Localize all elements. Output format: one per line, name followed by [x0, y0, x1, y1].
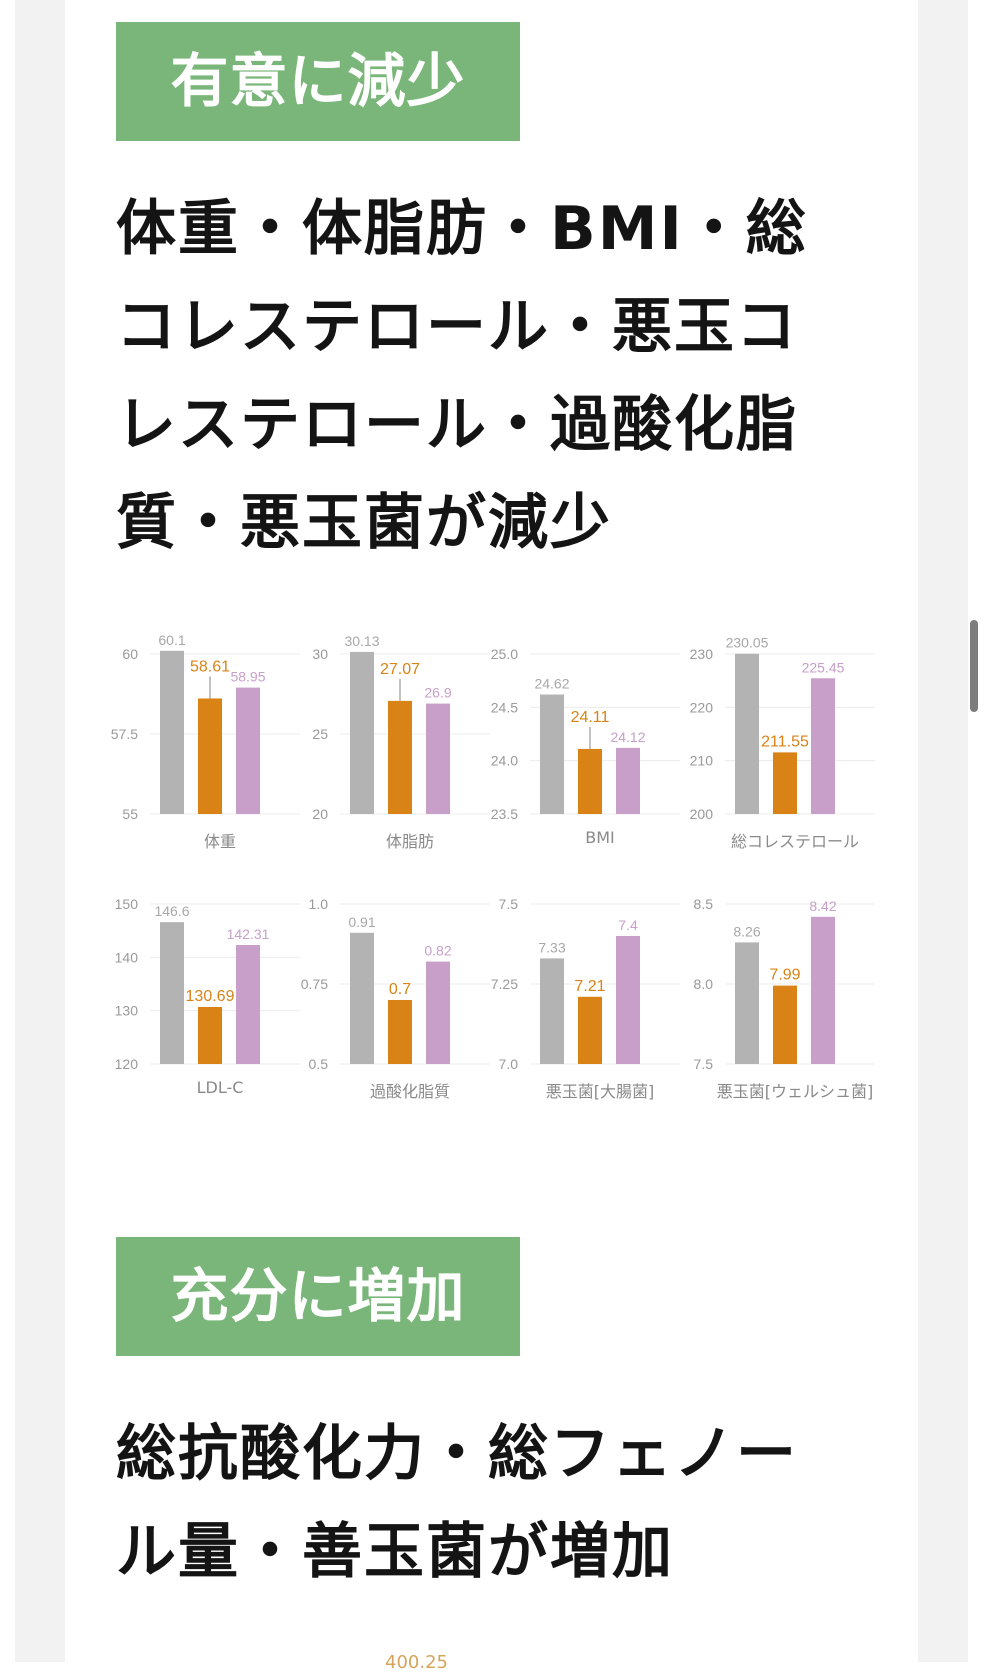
- svg-text:23.5: 23.5: [491, 806, 518, 822]
- svg-text:24.12: 24.12: [610, 729, 645, 745]
- section-badge-decrease: 有意に減少: [116, 22, 520, 141]
- bar-chart: 7.5 8.0 8.5 8.26 7.99 8.42 悪玉菌[ウェルシュ菌]: [685, 882, 875, 1102]
- svg-text:8.5: 8.5: [694, 896, 714, 912]
- svg-text:58.95: 58.95: [230, 669, 265, 685]
- svg-text:30.13: 30.13: [344, 633, 379, 649]
- svg-text:8.0: 8.0: [694, 976, 714, 992]
- svg-text:24.11: 24.11: [571, 709, 610, 726]
- svg-text:200: 200: [690, 806, 714, 822]
- heading-line: コレステロール・悪玉コ: [116, 292, 798, 362]
- heading-line: レステロール・過酸化脂: [116, 390, 798, 460]
- chart-x-label: BMI: [585, 828, 615, 847]
- svg-text:220: 220: [690, 699, 714, 715]
- svg-text:24.0: 24.0: [491, 753, 518, 769]
- chart-x-label: 体重: [203, 832, 236, 851]
- svg-text:7.0: 7.0: [499, 1056, 519, 1072]
- svg-text:7.99: 7.99: [769, 967, 800, 984]
- section-heading-decrease: 体重・体脂肪・BMI・総 コレステロール・悪玉コ レステロール・過酸化脂 質・悪…: [116, 180, 856, 572]
- svg-text:60: 60: [122, 646, 138, 662]
- chart-x-label: 総コレステロール: [730, 832, 859, 851]
- bar-chart: 200 210 220 230 230.05 211.55 225.45 総コレステロール: [685, 632, 875, 852]
- bar-chart: 20 25 30 30.13 27.07 26.9 体脂肪: [300, 632, 490, 852]
- svg-text:24.5: 24.5: [491, 699, 518, 715]
- svg-text:60.1: 60.1: [158, 632, 185, 648]
- svg-text:130: 130: [115, 1003, 139, 1019]
- svg-text:7.5: 7.5: [694, 1056, 714, 1072]
- svg-text:130.69: 130.69: [186, 988, 235, 1005]
- svg-text:0.91: 0.91: [348, 914, 375, 930]
- svg-text:58.61: 58.61: [190, 658, 230, 675]
- bar-chart: 55 57.5 60 60.1 58.61 58.95 体重: [110, 632, 300, 852]
- bar-chart: 120 130 140 150 146.6 130.69 142.31 LDL-C: [110, 882, 300, 1102]
- svg-text:57.5: 57.5: [111, 726, 138, 742]
- heading-line: 体重・体脂肪・BMI・総: [116, 194, 808, 264]
- bar-chart: 0.5 0.75 1.0 0.91 0.7 0.82 過酸化脂質: [300, 882, 490, 1102]
- svg-text:0.7: 0.7: [389, 981, 411, 998]
- chart-x-label: 悪玉菌[大腸菌]: [545, 1082, 655, 1101]
- chart-x-label: 体脂肪: [385, 832, 434, 851]
- chart-x-label: LDL-C: [196, 1078, 244, 1097]
- svg-text:7.5: 7.5: [499, 896, 519, 912]
- svg-text:120: 120: [115, 1056, 139, 1072]
- bar-chart: 23.5 24.0 24.5 25.0 24.62 24.11 24.12 BMI: [490, 632, 680, 852]
- svg-text:210: 210: [690, 753, 714, 769]
- clipped-chart-value: 400.25: [385, 1652, 448, 1673]
- svg-text:225.45: 225.45: [802, 659, 845, 675]
- bar-chart: 7.0 7.25 7.5 7.33 7.21 7.4 悪玉菌[大腸菌]: [490, 882, 680, 1102]
- heading-line: ル量・善玉菌が増加: [116, 1517, 674, 1587]
- svg-text:20: 20: [312, 806, 328, 822]
- section-badge-increase: 充分に増加: [116, 1237, 520, 1356]
- charts-grid: 55 57.5 60 60.1 58.61 58.95 体重 20 25 30 30.13 27.07…: [110, 632, 880, 1112]
- svg-text:27.07: 27.07: [380, 661, 420, 678]
- svg-text:150: 150: [115, 896, 139, 912]
- svg-text:8.42: 8.42: [809, 898, 836, 914]
- svg-text:7.25: 7.25: [491, 976, 518, 992]
- svg-text:25: 25: [312, 726, 328, 742]
- chart-x-label: 悪玉菌[ウェルシュ菌]: [716, 1082, 874, 1101]
- svg-text:142.31: 142.31: [227, 926, 270, 942]
- svg-text:26.9: 26.9: [424, 685, 451, 701]
- heading-line: 総抗酸化力・総フェノー: [116, 1419, 798, 1489]
- chart-x-label: 過酸化脂質: [369, 1082, 450, 1101]
- svg-text:0.75: 0.75: [301, 976, 328, 992]
- section-heading-increase: 総抗酸化力・総フェノー ル量・善玉菌が増加: [116, 1405, 856, 1601]
- svg-text:24.62: 24.62: [534, 676, 569, 692]
- svg-text:7.33: 7.33: [538, 939, 565, 955]
- svg-text:1.0: 1.0: [309, 896, 329, 912]
- svg-text:25.0: 25.0: [491, 646, 518, 662]
- svg-text:0.82: 0.82: [424, 943, 451, 959]
- svg-text:8.26: 8.26: [733, 923, 760, 939]
- svg-text:7.4: 7.4: [618, 917, 638, 933]
- scrollbar-thumb[interactable]: [970, 620, 978, 712]
- svg-text:30: 30: [312, 646, 328, 662]
- svg-text:7.21: 7.21: [574, 978, 605, 995]
- content-card: [65, 0, 918, 1662]
- heading-line: 質・悪玉菌が減少: [116, 488, 612, 558]
- svg-text:0.5: 0.5: [309, 1056, 329, 1072]
- svg-text:230.05: 230.05: [726, 635, 769, 651]
- svg-text:146.6: 146.6: [154, 903, 189, 919]
- svg-text:55: 55: [122, 806, 138, 822]
- svg-text:230: 230: [690, 646, 714, 662]
- svg-text:140: 140: [115, 949, 139, 965]
- svg-text:211.55: 211.55: [761, 733, 809, 750]
